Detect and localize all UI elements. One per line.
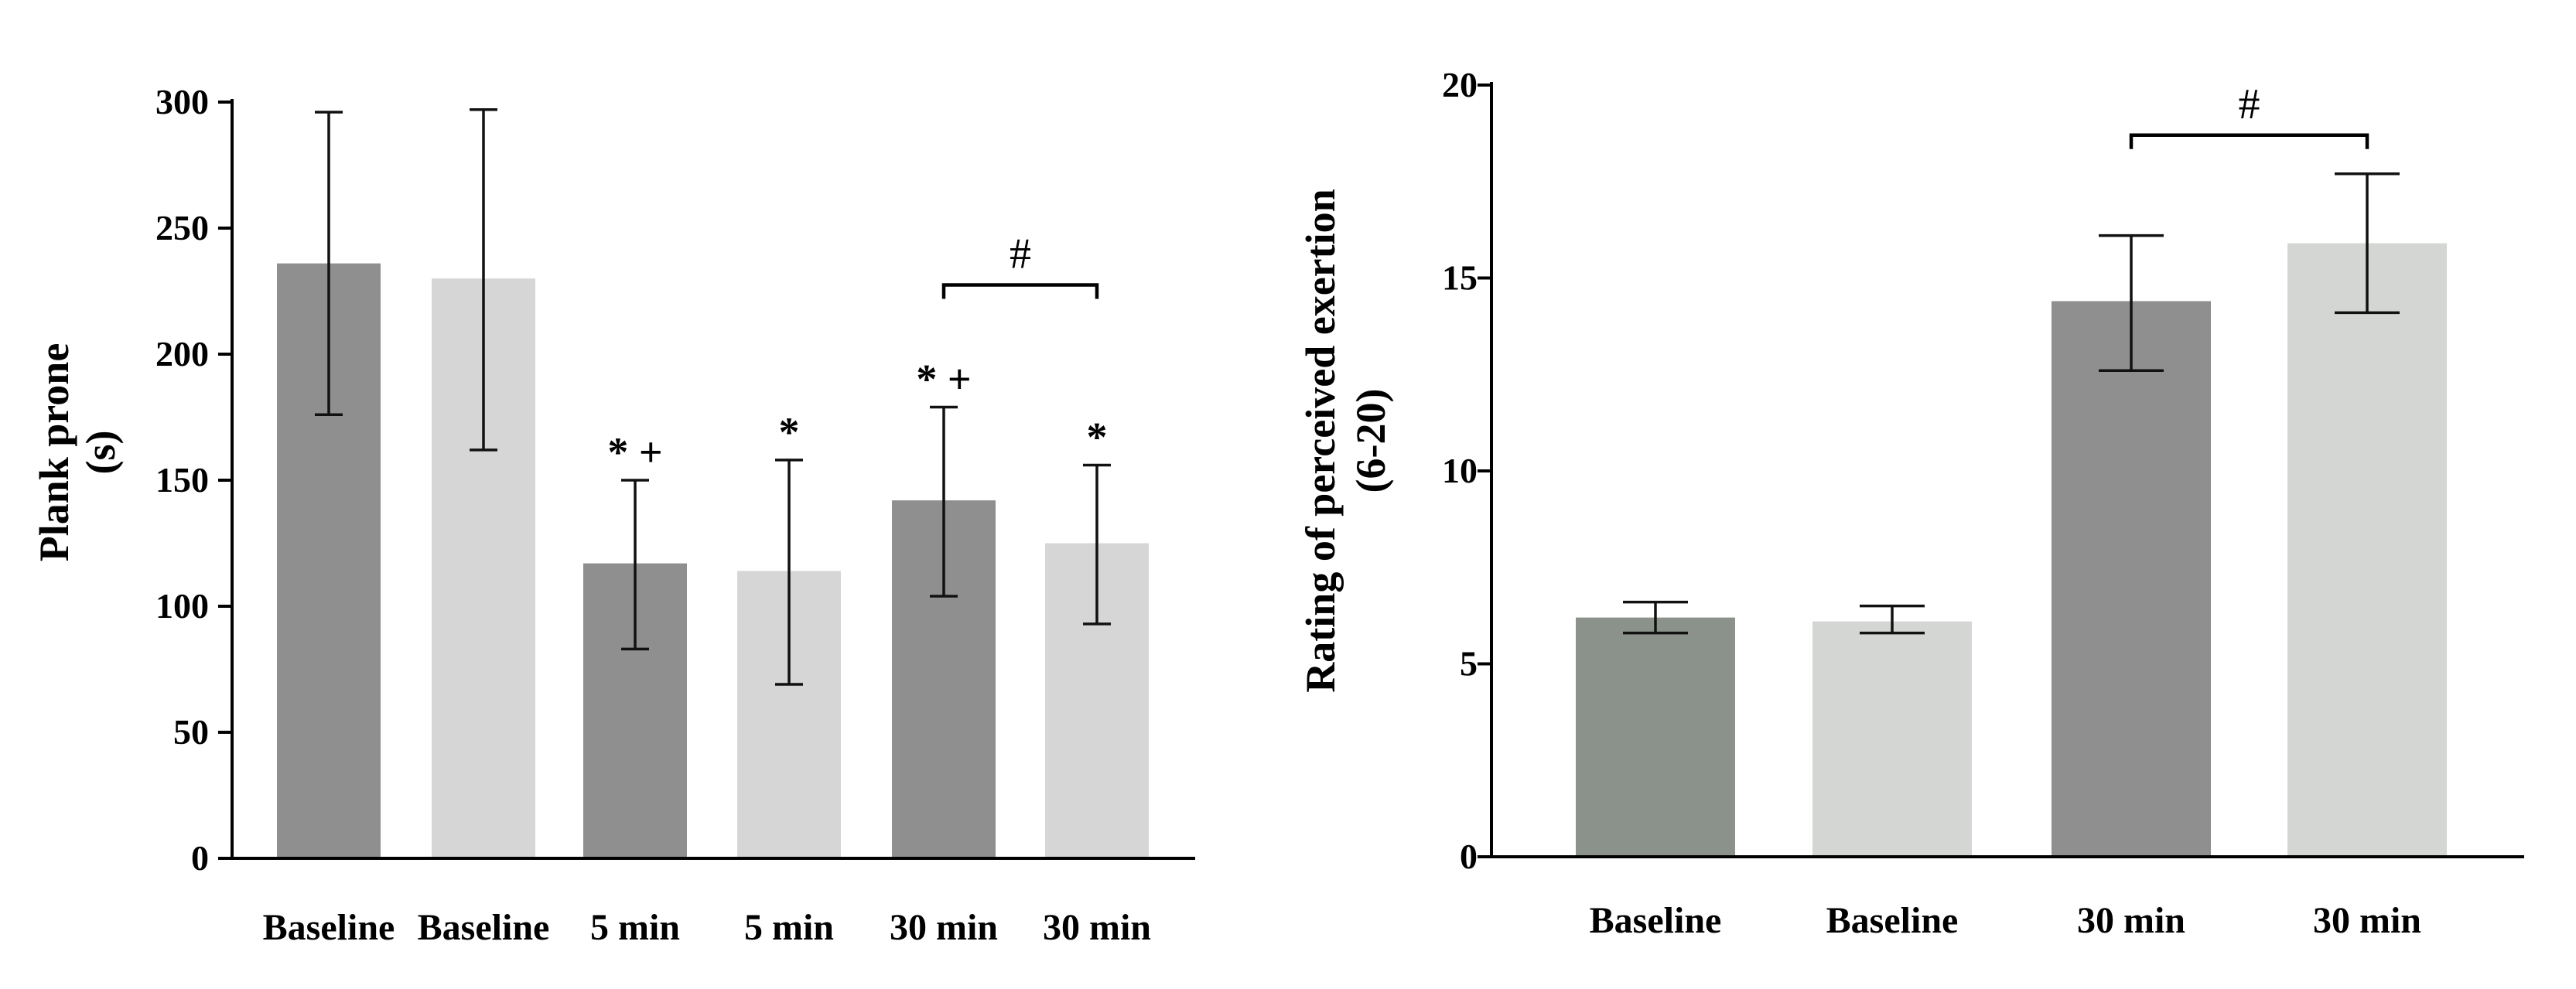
error-bar <box>2335 172 2400 315</box>
x-category-label: 30 min <box>890 907 998 948</box>
error-bar <box>621 479 649 651</box>
x-category-label: Baseline <box>263 907 395 948</box>
y-tick-label: 150 <box>155 460 209 500</box>
y-tick-label: 0 <box>1460 837 1478 876</box>
y-axis-unit: (6-20) <box>1348 389 1394 493</box>
y-tick-label: 10 <box>1442 451 1478 490</box>
y-axis-title: Plank prone <box>31 343 77 562</box>
error-bar <box>1860 604 1925 635</box>
x-category-label: 30 min <box>2077 900 2185 941</box>
y-tick-label: 300 <box>155 82 209 121</box>
significance-marker: * <box>1087 414 1108 460</box>
x-category-label: Baseline <box>1590 900 1722 941</box>
significance-marker: * + <box>916 356 971 402</box>
y-axis-title: Rating of perceived exertion <box>1297 189 1344 692</box>
error-bar <box>1083 463 1111 626</box>
significance-marker: * <box>779 409 800 455</box>
bar <box>1576 617 1735 857</box>
chart-plank-prone: 0 50 100 150 200 250 300 Baseline Baseline 5 min 5… <box>31 82 1195 948</box>
y-tick-label: 100 <box>155 586 209 626</box>
y-tick-label: 200 <box>155 334 209 373</box>
bar <box>2287 243 2447 858</box>
error-bar <box>2099 234 2164 373</box>
y-tick-label: 20 <box>1442 65 1478 104</box>
error-bar <box>930 405 958 598</box>
error-bar <box>315 111 343 416</box>
x-category-label: 30 min <box>2313 900 2421 941</box>
significance-marker: * + <box>607 429 662 476</box>
x-category-label: 5 min <box>590 907 680 948</box>
x-category-label: Baseline <box>1826 900 1959 941</box>
error-bar <box>775 459 803 686</box>
bar <box>2052 301 2211 857</box>
error-bar <box>470 108 497 452</box>
bar <box>1812 621 1972 857</box>
chart-perceived-exertion: 0 5 10 15 20 Baseline Baseline 30 min 30 min Rati… <box>1297 65 2524 941</box>
y-tick-label: 5 <box>1460 644 1478 684</box>
error-bar <box>1623 600 1688 635</box>
y-tick-label: 15 <box>1442 258 1478 298</box>
x-category-label: 30 min <box>1043 907 1151 948</box>
bracket-label: # <box>2239 80 2260 128</box>
significance-bracket <box>941 283 1099 299</box>
bracket-label: # <box>1010 230 1031 278</box>
significance-bracket <box>2129 133 2369 149</box>
y-tick-label: 250 <box>155 208 209 247</box>
y-tick-label: 50 <box>173 712 209 752</box>
y-tick-label: 0 <box>191 838 209 878</box>
x-category-label: 5 min <box>744 907 834 948</box>
x-category-label: Baseline <box>418 907 550 948</box>
y-axis-unit: (s) <box>77 431 124 475</box>
